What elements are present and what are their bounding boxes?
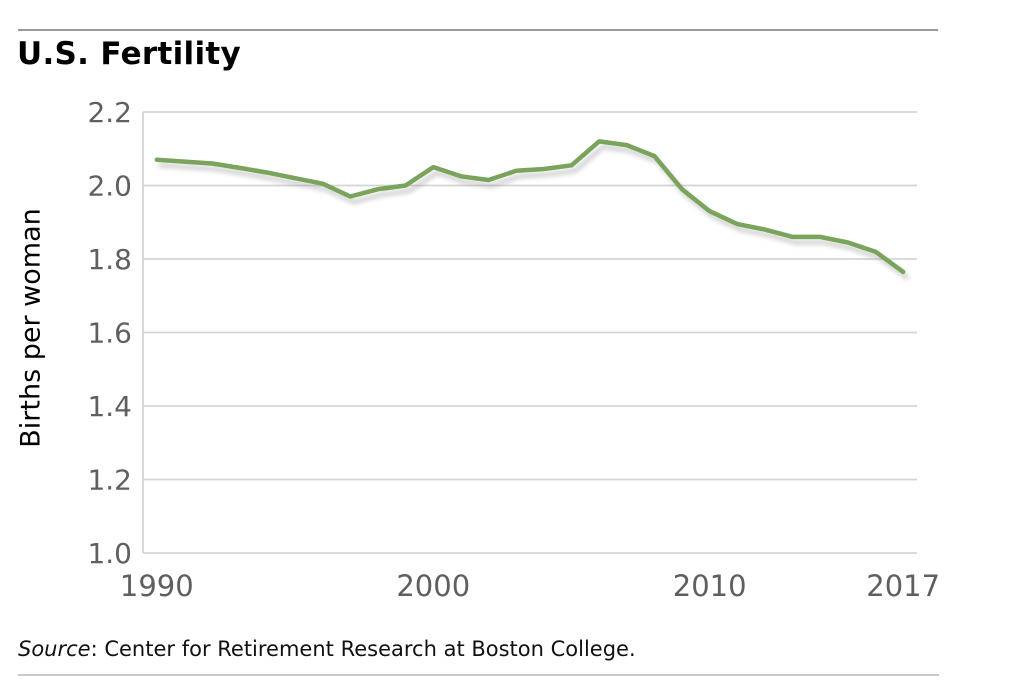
source-note: Source: Center for Retirement Research a… <box>18 637 636 661</box>
y-tick-label: 1.6 <box>87 317 132 350</box>
y-tick-label: 1.2 <box>87 464 132 497</box>
y-tick-label: 2.0 <box>87 170 132 203</box>
fertility-line <box>154 139 906 275</box>
x-tick-label: 2000 <box>396 569 470 603</box>
source-label: Source <box>18 637 91 661</box>
x-tick-label: 2017 <box>866 569 940 603</box>
chart-title: U.S. Fertility <box>17 36 242 72</box>
x-tick-label: 1990 <box>120 569 194 603</box>
fertility-line-shadow <box>158 144 909 280</box>
top-divider-rule <box>18 29 938 31</box>
y-tick-label: 2.2 <box>87 96 132 129</box>
bottom-divider-rule <box>18 674 939 676</box>
y-tick-label: 1.0 <box>87 537 132 570</box>
y-tick-label: 1.4 <box>87 390 132 423</box>
source-text: : Center for Retirement Research at Bost… <box>90 637 636 661</box>
x-tick-label: 2010 <box>673 569 747 603</box>
y-tick-label: 1.8 <box>87 243 132 276</box>
